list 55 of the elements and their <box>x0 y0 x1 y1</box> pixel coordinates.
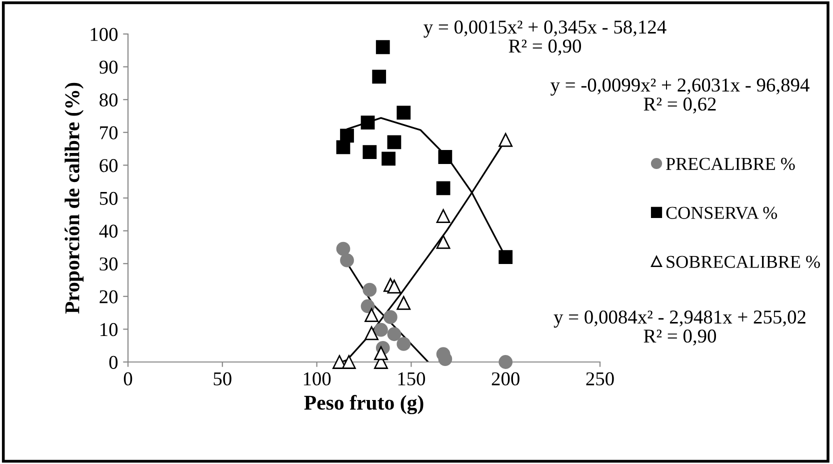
point <box>342 355 356 369</box>
point <box>436 209 450 223</box>
point <box>364 326 378 340</box>
annotation: y = 0,0084x² - 2,9481x + 255,02 R² = 0,90 <box>554 310 806 346</box>
annotation: y = 0,0015x² + 0,345x - 58,124 R² = 0,90 <box>424 20 666 56</box>
point <box>387 135 402 150</box>
x-tick-label: 200 <box>492 372 520 386</box>
y-tick-label: 50 <box>100 192 118 205</box>
point <box>374 322 388 337</box>
point <box>498 133 513 147</box>
point <box>376 40 390 54</box>
point <box>362 282 377 297</box>
point <box>438 352 452 366</box>
point <box>396 337 411 351</box>
point <box>396 296 411 310</box>
point <box>387 280 402 294</box>
point <box>364 308 378 322</box>
legend-label: CONSERVA % <box>666 206 778 220</box>
point <box>360 116 375 130</box>
point <box>372 70 386 84</box>
point <box>336 242 350 256</box>
point <box>498 250 513 264</box>
legend-label: SOBRECALIBRE % <box>666 256 820 268</box>
point <box>340 128 354 143</box>
point <box>396 106 411 120</box>
point <box>383 310 398 324</box>
y-tick-label: 0 <box>109 356 118 369</box>
y-tick-label: 10 <box>100 323 118 336</box>
point <box>438 150 452 164</box>
x-axis-title: Peso fruto (g) <box>304 394 424 414</box>
legend-label: PRECALIBRE % <box>666 158 795 170</box>
y-tick-label: 40 <box>99 224 118 238</box>
y-tick-label: 30 <box>100 257 118 271</box>
x-tick-label: 0 <box>124 372 132 386</box>
point <box>436 235 450 249</box>
x-tick-label: 250 <box>586 372 614 386</box>
y-tick-label: 70 <box>100 126 118 140</box>
point <box>374 346 388 360</box>
point <box>387 327 402 342</box>
x-tick-label: 50 <box>214 372 232 386</box>
point <box>360 299 375 314</box>
y-tick-label: 90 <box>99 60 118 74</box>
y-tick-label: 100 <box>90 28 118 41</box>
y-tick-label: 80 <box>100 93 118 107</box>
point <box>362 145 377 160</box>
x-tick-label: 100 <box>304 372 331 386</box>
y-tick-label: 20 <box>100 290 118 304</box>
y-axis-title: Proporción de calibre (%) <box>64 82 84 314</box>
point <box>382 152 396 166</box>
point <box>436 181 450 196</box>
point <box>340 253 354 268</box>
x-tick-label: 150 <box>398 372 426 386</box>
y-tick-label: 60 <box>100 159 118 172</box>
point <box>498 355 513 369</box>
annotation: y = -0,0099x² + 2,6031x - 96,894 R² = 0,62 <box>550 78 810 114</box>
